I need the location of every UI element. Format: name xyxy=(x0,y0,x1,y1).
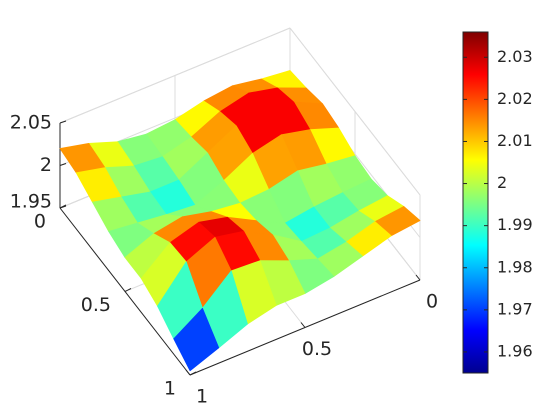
colorbar-tick-label: 2 xyxy=(497,173,507,192)
z-tick-label: 2.05 xyxy=(10,112,52,134)
z-tick-label: 2 xyxy=(40,154,52,176)
colorbar-tick-label: 1.96 xyxy=(497,341,533,360)
colorbar-tick-label: 1.97 xyxy=(497,299,533,318)
x-tick xyxy=(189,371,197,376)
x-tick xyxy=(59,204,67,209)
y-tick-label: 0.5 xyxy=(302,338,332,360)
x-tick-label: 0 xyxy=(34,211,46,233)
z-tick xyxy=(59,163,67,166)
colorbar-tick-label: 2.03 xyxy=(497,47,533,66)
y-tick-label: 0 xyxy=(426,291,438,313)
colorbar-tick-label: 1.98 xyxy=(497,257,533,276)
colorbar-tick-label: 2.02 xyxy=(497,89,533,108)
y-tick xyxy=(185,369,191,376)
y-tick xyxy=(415,274,421,281)
surface-patch xyxy=(173,307,220,372)
x-tick-label: 0.5 xyxy=(81,294,111,316)
x-tick xyxy=(124,288,132,292)
colorbar-tick-label: 1.99 xyxy=(497,215,533,234)
x-tick-label: 1 xyxy=(164,378,176,400)
colorbar-scale xyxy=(462,31,489,374)
z-tick xyxy=(59,120,67,124)
y-tick xyxy=(300,322,306,328)
colorbar-tick-label: 2.01 xyxy=(497,131,533,150)
colorbar: 1.96 1.97 1.98 1.99 2 2.01 2.02 2.03 xyxy=(462,31,533,374)
surface xyxy=(59,70,421,372)
z-tick-label: 1.95 xyxy=(10,191,52,213)
y-tick-label: 1 xyxy=(196,386,208,408)
